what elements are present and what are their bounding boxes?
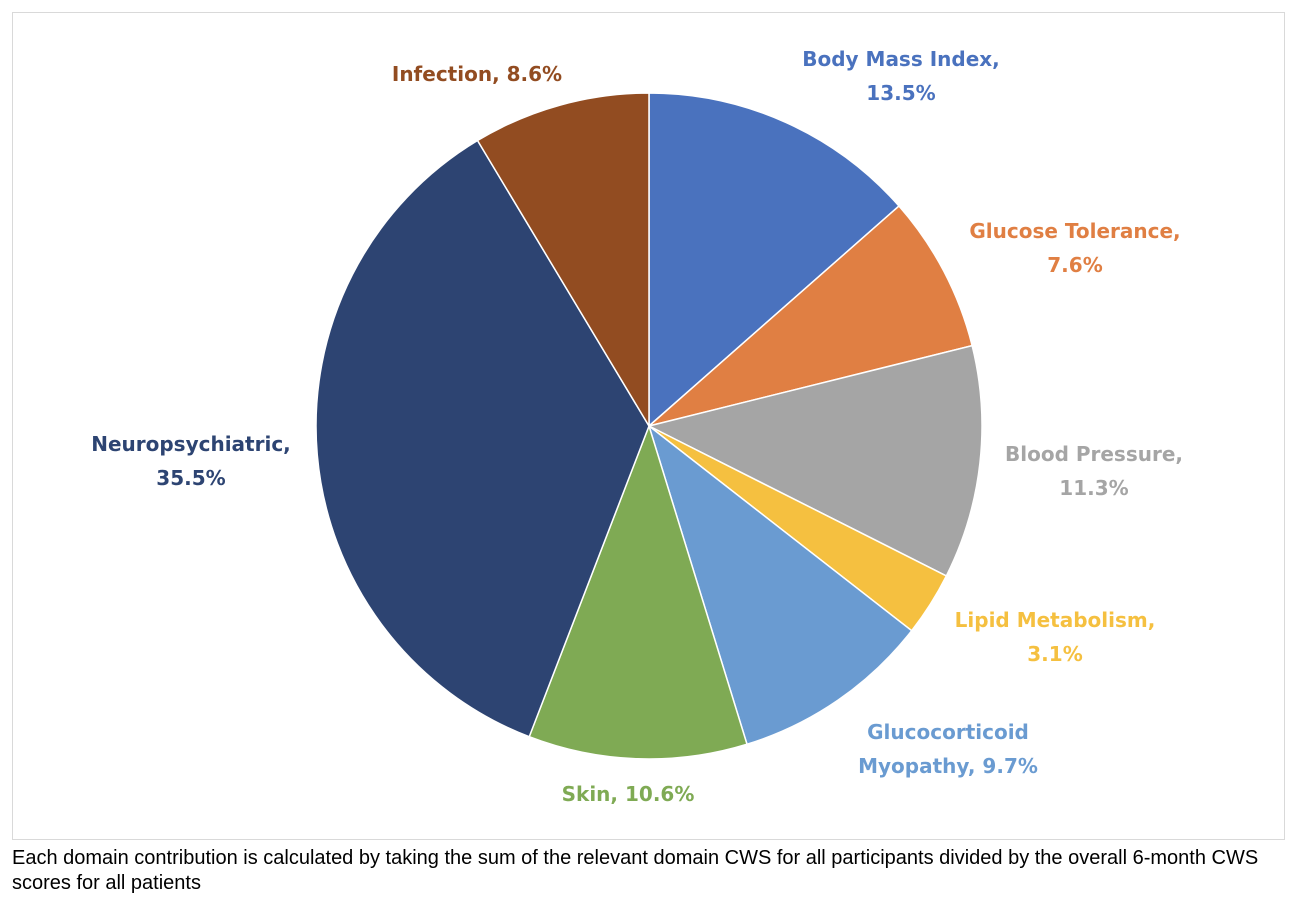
slice-label-line: Glucocorticoid — [867, 720, 1029, 744]
slice-label-line: 35.5% — [156, 466, 225, 490]
slice-label-line: Body Mass Index, — [802, 47, 1000, 71]
pie-slice-glucocorticoid-myopathy — [647, 423, 913, 746]
slice-label-glucocorticoid-myopathy: Glucocorticoid Myopathy, 9.7% — [858, 720, 1038, 778]
slice-label-line: Glucose Tolerance, — [969, 219, 1180, 243]
pie-slice-body-mass-index — [648, 92, 901, 428]
pie-labels: Body Mass Index, 13.5% Glucose Tolerance, 7… — [91, 47, 1183, 806]
slice-label-line: Myopathy, 9.7% — [858, 754, 1038, 778]
slice-label-lipid-metabolism: Lipid Metabolism, 3.1% — [955, 608, 1156, 666]
pie-slices — [315, 92, 983, 760]
slice-label-line: Lipid Metabolism, — [955, 608, 1156, 632]
slice-label-line: Neuropsychiatric, — [91, 432, 291, 456]
slice-label-infection: Infection, 8.6% — [392, 62, 562, 86]
footnote-text: Each domain contribution is calculated b… — [12, 847, 1259, 894]
slice-label-line: 13.5% — [866, 81, 935, 105]
slice-label-glucose-tolerance: Glucose Tolerance, 7.6% — [969, 219, 1180, 277]
slice-label-line: Infection, 8.6% — [392, 62, 562, 86]
slice-label-blood-pressure: Blood Pressure, 11.3% — [1005, 442, 1183, 500]
pie-slice-glucose-tolerance — [648, 204, 974, 427]
slice-label-skin: Skin, 10.6% — [562, 782, 695, 806]
pie-slice-neuropsychiatric — [315, 139, 650, 738]
slice-label-line: Blood Pressure, — [1005, 442, 1183, 466]
pie-slice-infection — [476, 92, 650, 429]
pie-slice-skin — [528, 423, 748, 760]
slice-label-line: 3.1% — [1027, 642, 1082, 666]
slice-label-line: 11.3% — [1059, 476, 1128, 500]
slice-label-body-mass-index: Body Mass Index, 13.5% — [802, 47, 1000, 105]
pie-slice-blood-pressure — [646, 344, 983, 577]
slice-label-neuropsychiatric: Neuropsychiatric, 35.5% — [91, 432, 291, 490]
slice-label-line: 7.6% — [1047, 253, 1102, 277]
slice-label-line: Skin, 10.6% — [562, 782, 695, 806]
